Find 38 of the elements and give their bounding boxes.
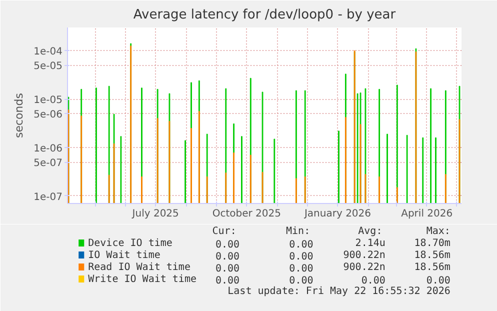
y-tick-label: 5e-07 — [34, 158, 63, 170]
text: 0.00 — [215, 264, 240, 274]
text: Max: — [426, 226, 450, 237]
text: 0.00 — [289, 264, 314, 274]
x-tick-label: April 2026 — [401, 208, 453, 220]
text: 0.00 — [289, 276, 314, 286]
text: Cur: — [212, 226, 236, 237]
y-tick-label: 5e-06 — [34, 110, 63, 121]
y-tick-label: 1e-05 — [34, 95, 63, 106]
text: 900.22n — [343, 262, 386, 273]
text: Min: — [286, 226, 310, 237]
text: 18.56m — [414, 250, 450, 261]
y-tick-label: 1e-06 — [34, 144, 63, 155]
legend-label: Write IO Wait time — [88, 274, 196, 285]
legend-label: Device IO time — [88, 238, 172, 249]
text: 0.00 — [289, 240, 314, 250]
text: 0.00 — [215, 252, 240, 262]
x-tick-label: July 2025 — [131, 208, 179, 220]
chart-title: Average latency for /dev/loop0 - by year — [133, 8, 396, 22]
text: 900.22n — [343, 250, 386, 261]
legend-label: Read IO Wait time — [88, 262, 190, 273]
x-tick-label: October 2025 — [212, 208, 282, 220]
y-tick-label: 5e-05 — [34, 61, 63, 72]
text: Last update: Fri May 22 16:55:32 2026 — [228, 286, 450, 297]
text: Avg: — [358, 226, 382, 237]
text: 0.00 — [361, 276, 386, 286]
x-tick-label: January 2026 — [303, 208, 372, 220]
text: 0.00 — [289, 252, 314, 262]
text: 0.00 — [215, 240, 240, 250]
text: 18.56m — [414, 262, 450, 273]
text: 0.00 — [215, 276, 240, 286]
y-axis-title: seconds — [12, 92, 26, 138]
y-tick-label: 1e-07 — [34, 192, 63, 203]
text: 2.14u — [355, 238, 386, 249]
y-tick-label: 1e-04 — [34, 46, 63, 58]
legend-label: IO Wait time — [88, 250, 160, 261]
text: 0.00 — [426, 276, 450, 286]
text: 18.70m — [414, 238, 450, 249]
